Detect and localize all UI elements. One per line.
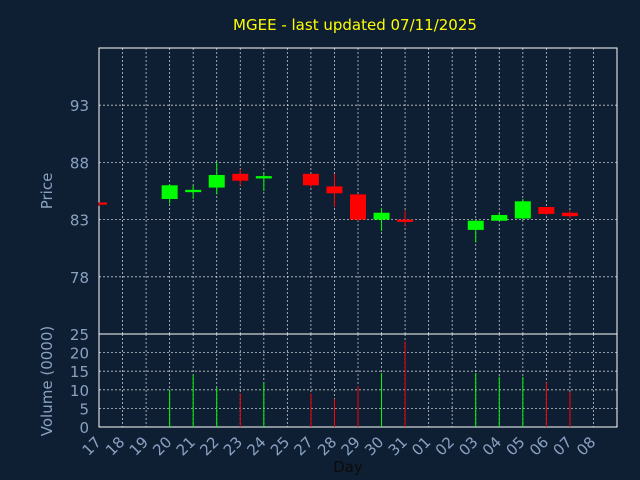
price-tick-label: 83: [70, 212, 89, 230]
price-tick-labels: 78 83 88 93: [70, 97, 89, 287]
x-tick-label: 25: [267, 433, 293, 459]
x-tick-label: 31: [385, 433, 411, 459]
x-tick-label: 28: [314, 433, 340, 459]
volume-tick-label: 20: [70, 345, 89, 363]
x-tick-label: 23: [220, 433, 246, 459]
x-tick-label: 02: [432, 433, 458, 459]
x-axis-label: Day: [333, 458, 363, 476]
x-tick-label: 24: [243, 433, 269, 459]
price-tick-label: 78: [70, 269, 89, 287]
x-tick-label: 08: [573, 433, 599, 459]
chart-title: MGEE - last updated 07/11/2025: [233, 16, 477, 34]
x-tick-labels: 1718192021222324252728293031010203040506…: [79, 433, 600, 459]
volume-axis-label: Volume (0000): [38, 326, 56, 436]
x-tick-label: 05: [502, 433, 528, 459]
candle-body: [326, 186, 343, 194]
candle-body: [232, 173, 249, 181]
candle-body: [208, 174, 225, 188]
x-tick-label: 27: [291, 433, 317, 459]
candle-body: [350, 194, 366, 220]
candlesticks: [98, 162, 578, 243]
x-tick-label: 20: [149, 433, 175, 459]
x-tick-label: 19: [126, 433, 152, 459]
candle-body: [397, 219, 414, 222]
candle-body: [255, 176, 272, 179]
volume-tick-label: 15: [70, 363, 89, 381]
x-tick-label: 03: [455, 433, 481, 459]
candle-body: [491, 215, 508, 221]
x-tick-label: 30: [361, 433, 387, 459]
volume-tick-label: 10: [70, 382, 89, 400]
candle-body: [373, 212, 390, 220]
x-tick-label: 04: [479, 433, 505, 459]
x-tick-label: 06: [526, 433, 552, 459]
volume-tick-label: 0: [79, 419, 89, 437]
candle-body: [161, 185, 178, 200]
price-tick-label: 88: [70, 154, 89, 172]
x-tick-label: 17: [79, 433, 105, 459]
x-tick-label: 21: [173, 433, 199, 459]
candle-body: [538, 207, 555, 214]
candle-body: [514, 201, 531, 219]
x-tick-label: 01: [408, 433, 434, 459]
volume-tick-label: 5: [79, 400, 89, 418]
volume-tick-label: 25: [70, 326, 89, 344]
candle-body: [185, 189, 202, 193]
volume-bars: [169, 341, 571, 427]
x-tick-label: 22: [196, 433, 222, 459]
candle-body: [99, 202, 107, 205]
candle-body: [302, 173, 319, 186]
price-tick-label: 93: [70, 97, 89, 115]
candle-body: [561, 212, 578, 217]
price-axis-label: Price: [38, 173, 56, 210]
x-tick-label: 18: [102, 433, 128, 459]
x-tick-label: 29: [338, 433, 364, 459]
candle-body: [467, 220, 484, 230]
x-tick-label: 07: [550, 433, 576, 459]
